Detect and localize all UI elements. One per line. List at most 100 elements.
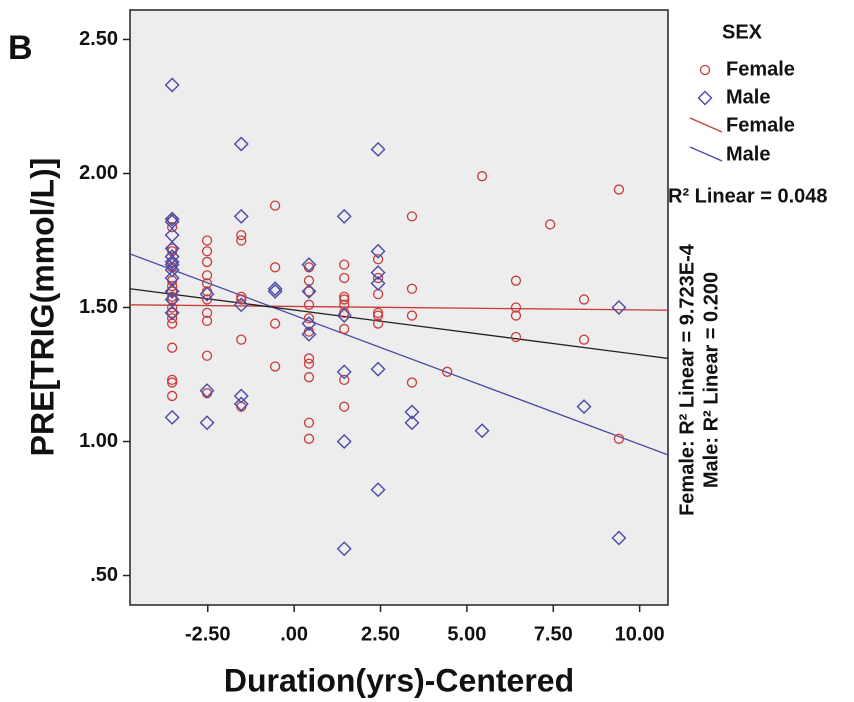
point (199, 286, 215, 302)
point (303, 358, 315, 369)
panel-label: B (8, 29, 33, 67)
point (370, 141, 386, 157)
point (303, 313, 315, 324)
point (201, 270, 213, 281)
point (613, 184, 625, 195)
point (372, 254, 384, 265)
fit-line (129, 304, 669, 311)
point (236, 294, 247, 305)
point (167, 294, 178, 305)
point (201, 256, 213, 268)
point (233, 396, 249, 412)
point (303, 286, 315, 297)
point (301, 326, 317, 342)
point (164, 254, 180, 270)
point (370, 361, 386, 377)
annotation: Female: R² Linear = 9.723E-4 (676, 243, 698, 516)
legend-label: Female (726, 114, 795, 136)
annotation: R² Linear = 0.048 (668, 185, 828, 207)
point (303, 353, 315, 364)
x-tick-label: 7.50 (534, 623, 573, 645)
legend-line (689, 117, 723, 133)
legend-marker (697, 90, 713, 106)
point (510, 331, 522, 343)
point (372, 272, 384, 284)
point (301, 257, 317, 273)
point (199, 383, 215, 399)
point (611, 530, 627, 546)
point (267, 283, 283, 299)
point (201, 294, 213, 305)
y-tick-label: 2.50 (79, 28, 118, 50)
point (236, 291, 247, 302)
point (236, 334, 247, 345)
point (233, 208, 249, 224)
point (269, 318, 281, 329)
point (233, 136, 249, 152)
point (301, 283, 317, 299)
point (201, 350, 213, 361)
point (372, 318, 384, 329)
point (336, 364, 352, 380)
point (167, 280, 178, 292)
x-tick-label: .00 (280, 623, 308, 645)
point (336, 208, 352, 224)
point (370, 482, 386, 498)
point (164, 262, 180, 278)
point (164, 211, 180, 227)
point (167, 390, 178, 402)
point (339, 294, 350, 305)
point (167, 286, 178, 297)
point (233, 297, 249, 313)
x-tick-label: 10.00 (615, 623, 665, 645)
point (339, 401, 350, 412)
point (406, 283, 418, 294)
point (303, 433, 315, 444)
point (370, 243, 386, 259)
point (267, 281, 283, 297)
legend-label: Female (726, 58, 795, 80)
point (576, 399, 592, 415)
point (167, 374, 178, 386)
point (510, 302, 522, 313)
point (167, 243, 178, 254)
point (474, 423, 490, 439)
point (370, 265, 386, 281)
point (510, 275, 522, 286)
point (201, 315, 213, 327)
point (164, 305, 180, 321)
point (339, 259, 350, 270)
x-axis-title: Duration(yrs)-Centered (224, 662, 574, 698)
point (167, 221, 178, 233)
point (370, 275, 386, 291)
point (201, 246, 213, 257)
point (406, 211, 418, 222)
point (545, 219, 556, 230)
fit-line (129, 253, 669, 456)
y-axis-title: PRE[TRIG(mmol/L)] (24, 158, 60, 457)
point (613, 433, 625, 444)
x-tick-label: 5.00 (447, 623, 486, 645)
point (164, 77, 180, 93)
point (336, 541, 352, 557)
point (336, 308, 352, 324)
point (339, 374, 350, 386)
point (611, 300, 627, 315)
y-tick-label: 1.50 (79, 296, 118, 318)
legend-line (689, 146, 723, 162)
point (578, 294, 590, 305)
point (269, 200, 281, 211)
point (164, 409, 180, 425)
point (269, 262, 281, 273)
point (303, 372, 315, 383)
point (233, 388, 249, 404)
point (167, 342, 178, 353)
annotation: Male: R² Linear = 0.200 (700, 272, 722, 488)
x-tick-label: -2.50 (185, 623, 231, 645)
point (201, 307, 213, 319)
point (372, 307, 384, 319)
legend-label: Male (726, 86, 770, 108)
fit-line (129, 288, 669, 360)
point (406, 377, 418, 388)
